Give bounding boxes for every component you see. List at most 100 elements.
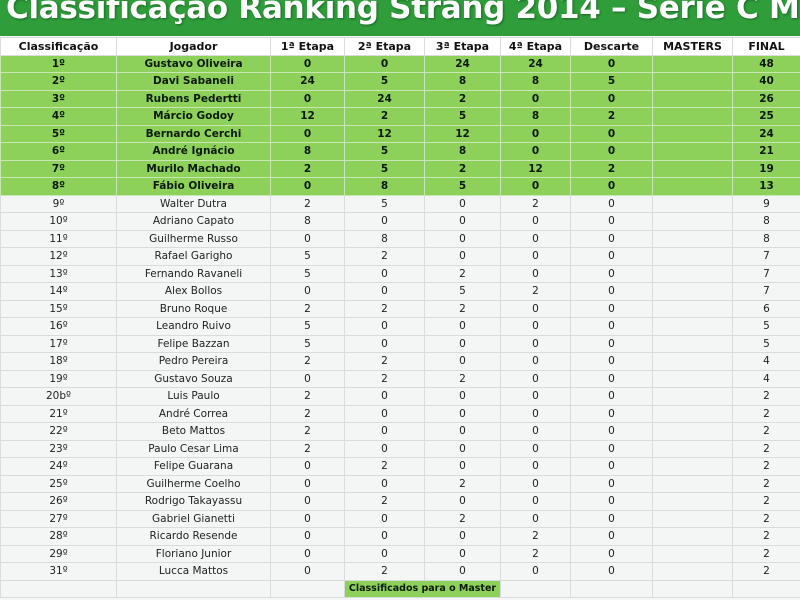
cell-player: Rafael Garigho xyxy=(116,247,271,266)
cell-etapa-4: 0 xyxy=(500,247,571,266)
cell-etapa-1: 5 xyxy=(270,334,345,353)
cell-position: 17º xyxy=(0,334,117,353)
cell-descarte: 0 xyxy=(570,247,653,266)
cell-position: 5º xyxy=(0,124,117,143)
cell-descarte: 0 xyxy=(570,492,653,511)
cell-etapa-2: 0 xyxy=(344,527,425,546)
cell-etapa-1: 0 xyxy=(270,54,345,73)
empty-cell xyxy=(500,579,571,598)
cell-player: André Ignácio xyxy=(116,142,271,161)
cell-etapa-4: 0 xyxy=(500,509,571,528)
cell-player: Davi Sabaneli xyxy=(116,72,271,91)
cell-masters xyxy=(652,107,733,126)
cell-etapa-1: 24 xyxy=(270,72,345,91)
cell-etapa-1: 12 xyxy=(270,107,345,126)
cell-player: Ricardo Resende xyxy=(116,527,271,546)
cell-etapa-1: 0 xyxy=(270,124,345,143)
cell-etapa-3: 0 xyxy=(424,212,501,231)
cell-etapa-2: 0 xyxy=(344,404,425,423)
cell-final: 8 xyxy=(732,212,800,231)
cell-etapa-2: 0 xyxy=(344,264,425,283)
cell-etapa-3: 2 xyxy=(424,369,501,388)
cell-etapa-2: 0 xyxy=(344,387,425,406)
cell-final: 2 xyxy=(732,404,800,423)
cell-position: 29º xyxy=(0,544,117,563)
cell-etapa-1: 0 xyxy=(270,457,345,476)
cell-etapa-3: 24 xyxy=(424,54,501,73)
cell-masters xyxy=(652,422,733,441)
cell-etapa-1: 2 xyxy=(270,159,345,178)
cell-etapa-4: 0 xyxy=(500,352,571,371)
cell-descarte: 0 xyxy=(570,509,653,528)
cell-masters xyxy=(652,474,733,493)
cell-final: 2 xyxy=(732,457,800,476)
cell-masters xyxy=(652,89,733,108)
cell-etapa-3: 0 xyxy=(424,404,501,423)
cell-player: Adriano Capato xyxy=(116,212,271,231)
title-bar: Classificação Ranking Strang 2014 – Séri… xyxy=(0,0,800,36)
table-row: 28º Ricardo Resende 0 0 0 2 0 2 xyxy=(0,527,800,546)
cell-etapa-3: 0 xyxy=(424,334,501,353)
cell-masters xyxy=(652,177,733,196)
header-etapa-3: 3ª Etapa xyxy=(424,37,501,56)
cell-player: Guilherme Coelho xyxy=(116,474,271,493)
table-row: 25º Guilherme Coelho 0 0 2 0 0 2 xyxy=(0,474,800,493)
cell-etapa-1: 2 xyxy=(270,404,345,423)
table-row: 2º Davi Sabaneli 24 5 8 8 5 40 xyxy=(0,72,800,91)
cell-masters xyxy=(652,247,733,266)
cell-position: 8º xyxy=(0,177,117,196)
table-row: 5º Bernardo Cerchi 0 12 12 0 0 24 xyxy=(0,124,800,143)
cell-descarte: 0 xyxy=(570,229,653,248)
empty-cell xyxy=(570,579,653,598)
cell-descarte: 5 xyxy=(570,72,653,91)
cell-etapa-3: 0 xyxy=(424,439,501,458)
header-classificacao: Classificação xyxy=(0,37,117,56)
cell-final: 19 xyxy=(732,159,800,178)
cell-descarte: 0 xyxy=(570,299,653,318)
cell-descarte: 0 xyxy=(570,369,653,388)
cell-player: Leandro Ruivo xyxy=(116,317,271,336)
cell-position: 9º xyxy=(0,194,117,213)
header-descarte: Descarte xyxy=(570,37,653,56)
table-row: 20bº Luis Paulo 2 0 0 0 0 2 xyxy=(0,387,800,406)
cell-player: Beto Mattos xyxy=(116,422,271,441)
cell-etapa-3: 0 xyxy=(424,562,501,581)
cell-player: Bernardo Cerchi xyxy=(116,124,271,143)
cell-etapa-2: 2 xyxy=(344,457,425,476)
cell-etapa-1: 0 xyxy=(270,544,345,563)
cell-etapa-2: 0 xyxy=(344,474,425,493)
cell-etapa-3: 8 xyxy=(424,72,501,91)
cell-descarte: 0 xyxy=(570,177,653,196)
cell-etapa-4: 0 xyxy=(500,369,571,388)
cell-position: 1º xyxy=(0,54,117,73)
cell-etapa-1: 0 xyxy=(270,177,345,196)
cell-etapa-4: 0 xyxy=(500,212,571,231)
cell-etapa-4: 0 xyxy=(500,562,571,581)
cell-etapa-3: 5 xyxy=(424,282,501,301)
cell-etapa-3: 5 xyxy=(424,107,501,126)
cell-masters xyxy=(652,404,733,423)
cell-etapa-4: 0 xyxy=(500,177,571,196)
cell-masters xyxy=(652,352,733,371)
cell-player: Floriano Junior xyxy=(116,544,271,563)
cell-player: Lucca Mattos xyxy=(116,562,271,581)
cell-etapa-4: 2 xyxy=(500,194,571,213)
cell-etapa-1: 0 xyxy=(270,89,345,108)
cell-player: Alex Bollos xyxy=(116,282,271,301)
cell-etapa-2: 5 xyxy=(344,194,425,213)
cell-final: 40 xyxy=(732,72,800,91)
cell-player: Guilherme Russo xyxy=(116,229,271,248)
cell-position: 16º xyxy=(0,317,117,336)
table-row: 6º André Ignácio 8 5 8 0 0 21 xyxy=(0,142,800,161)
cell-descarte: 0 xyxy=(570,264,653,283)
cell-etapa-3: 2 xyxy=(424,509,501,528)
cell-masters xyxy=(652,54,733,73)
cell-final: 4 xyxy=(732,352,800,371)
header-final: FINAL xyxy=(732,37,800,56)
cell-etapa-3: 0 xyxy=(424,422,501,441)
cell-descarte: 0 xyxy=(570,282,653,301)
cell-etapa-2: 2 xyxy=(344,369,425,388)
cell-position: 15º xyxy=(0,299,117,318)
cell-descarte: 0 xyxy=(570,439,653,458)
cell-descarte: 0 xyxy=(570,562,653,581)
